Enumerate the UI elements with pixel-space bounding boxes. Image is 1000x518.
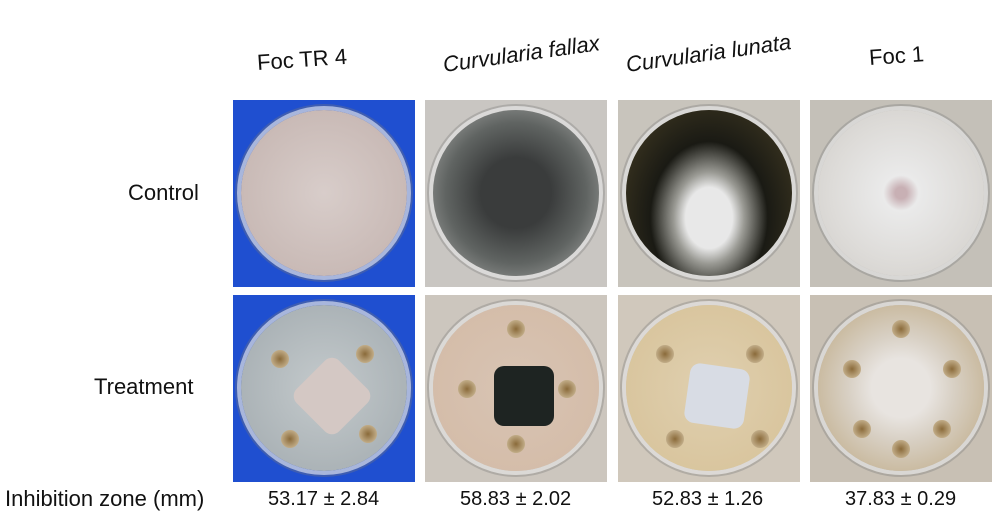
- inhibition-value-foc1: 37.83 ± 0.29: [845, 488, 957, 510]
- photo-treatment-curvularia-fallax: [425, 295, 607, 482]
- photo-treatment-foc1: [810, 295, 992, 482]
- inhibition-value-curvularia-lunata: 52.83 ± 1.26: [652, 488, 764, 510]
- column-header-foc-tr4: Foc TR 4: [256, 43, 348, 76]
- row-label-treatment: Treatment: [94, 374, 194, 399]
- photo-control-curvularia-fallax: [425, 100, 607, 287]
- photo-treatment-curvularia-lunata: [618, 295, 800, 482]
- row-label-control: Control: [128, 180, 199, 205]
- column-header-foc1: Foc 1: [868, 41, 925, 71]
- inhibition-zone-label: Inhibition zone (mm): [5, 486, 205, 511]
- photo-control-curvularia-lunata: [618, 100, 800, 287]
- inhibition-value-foc-tr4: 53.17 ± 2.84: [268, 488, 380, 510]
- photo-treatment-foc-tr4: [233, 295, 415, 482]
- column-header-curvularia-lunata: Curvularia lunata: [624, 29, 793, 78]
- photo-control-foc1: [810, 100, 992, 287]
- inhibition-value-curvularia-fallax: 58.83 ± 2.02: [460, 488, 572, 510]
- photo-control-foc-tr4: [233, 100, 415, 287]
- column-header-curvularia-fallax: Curvularia fallax: [441, 30, 602, 78]
